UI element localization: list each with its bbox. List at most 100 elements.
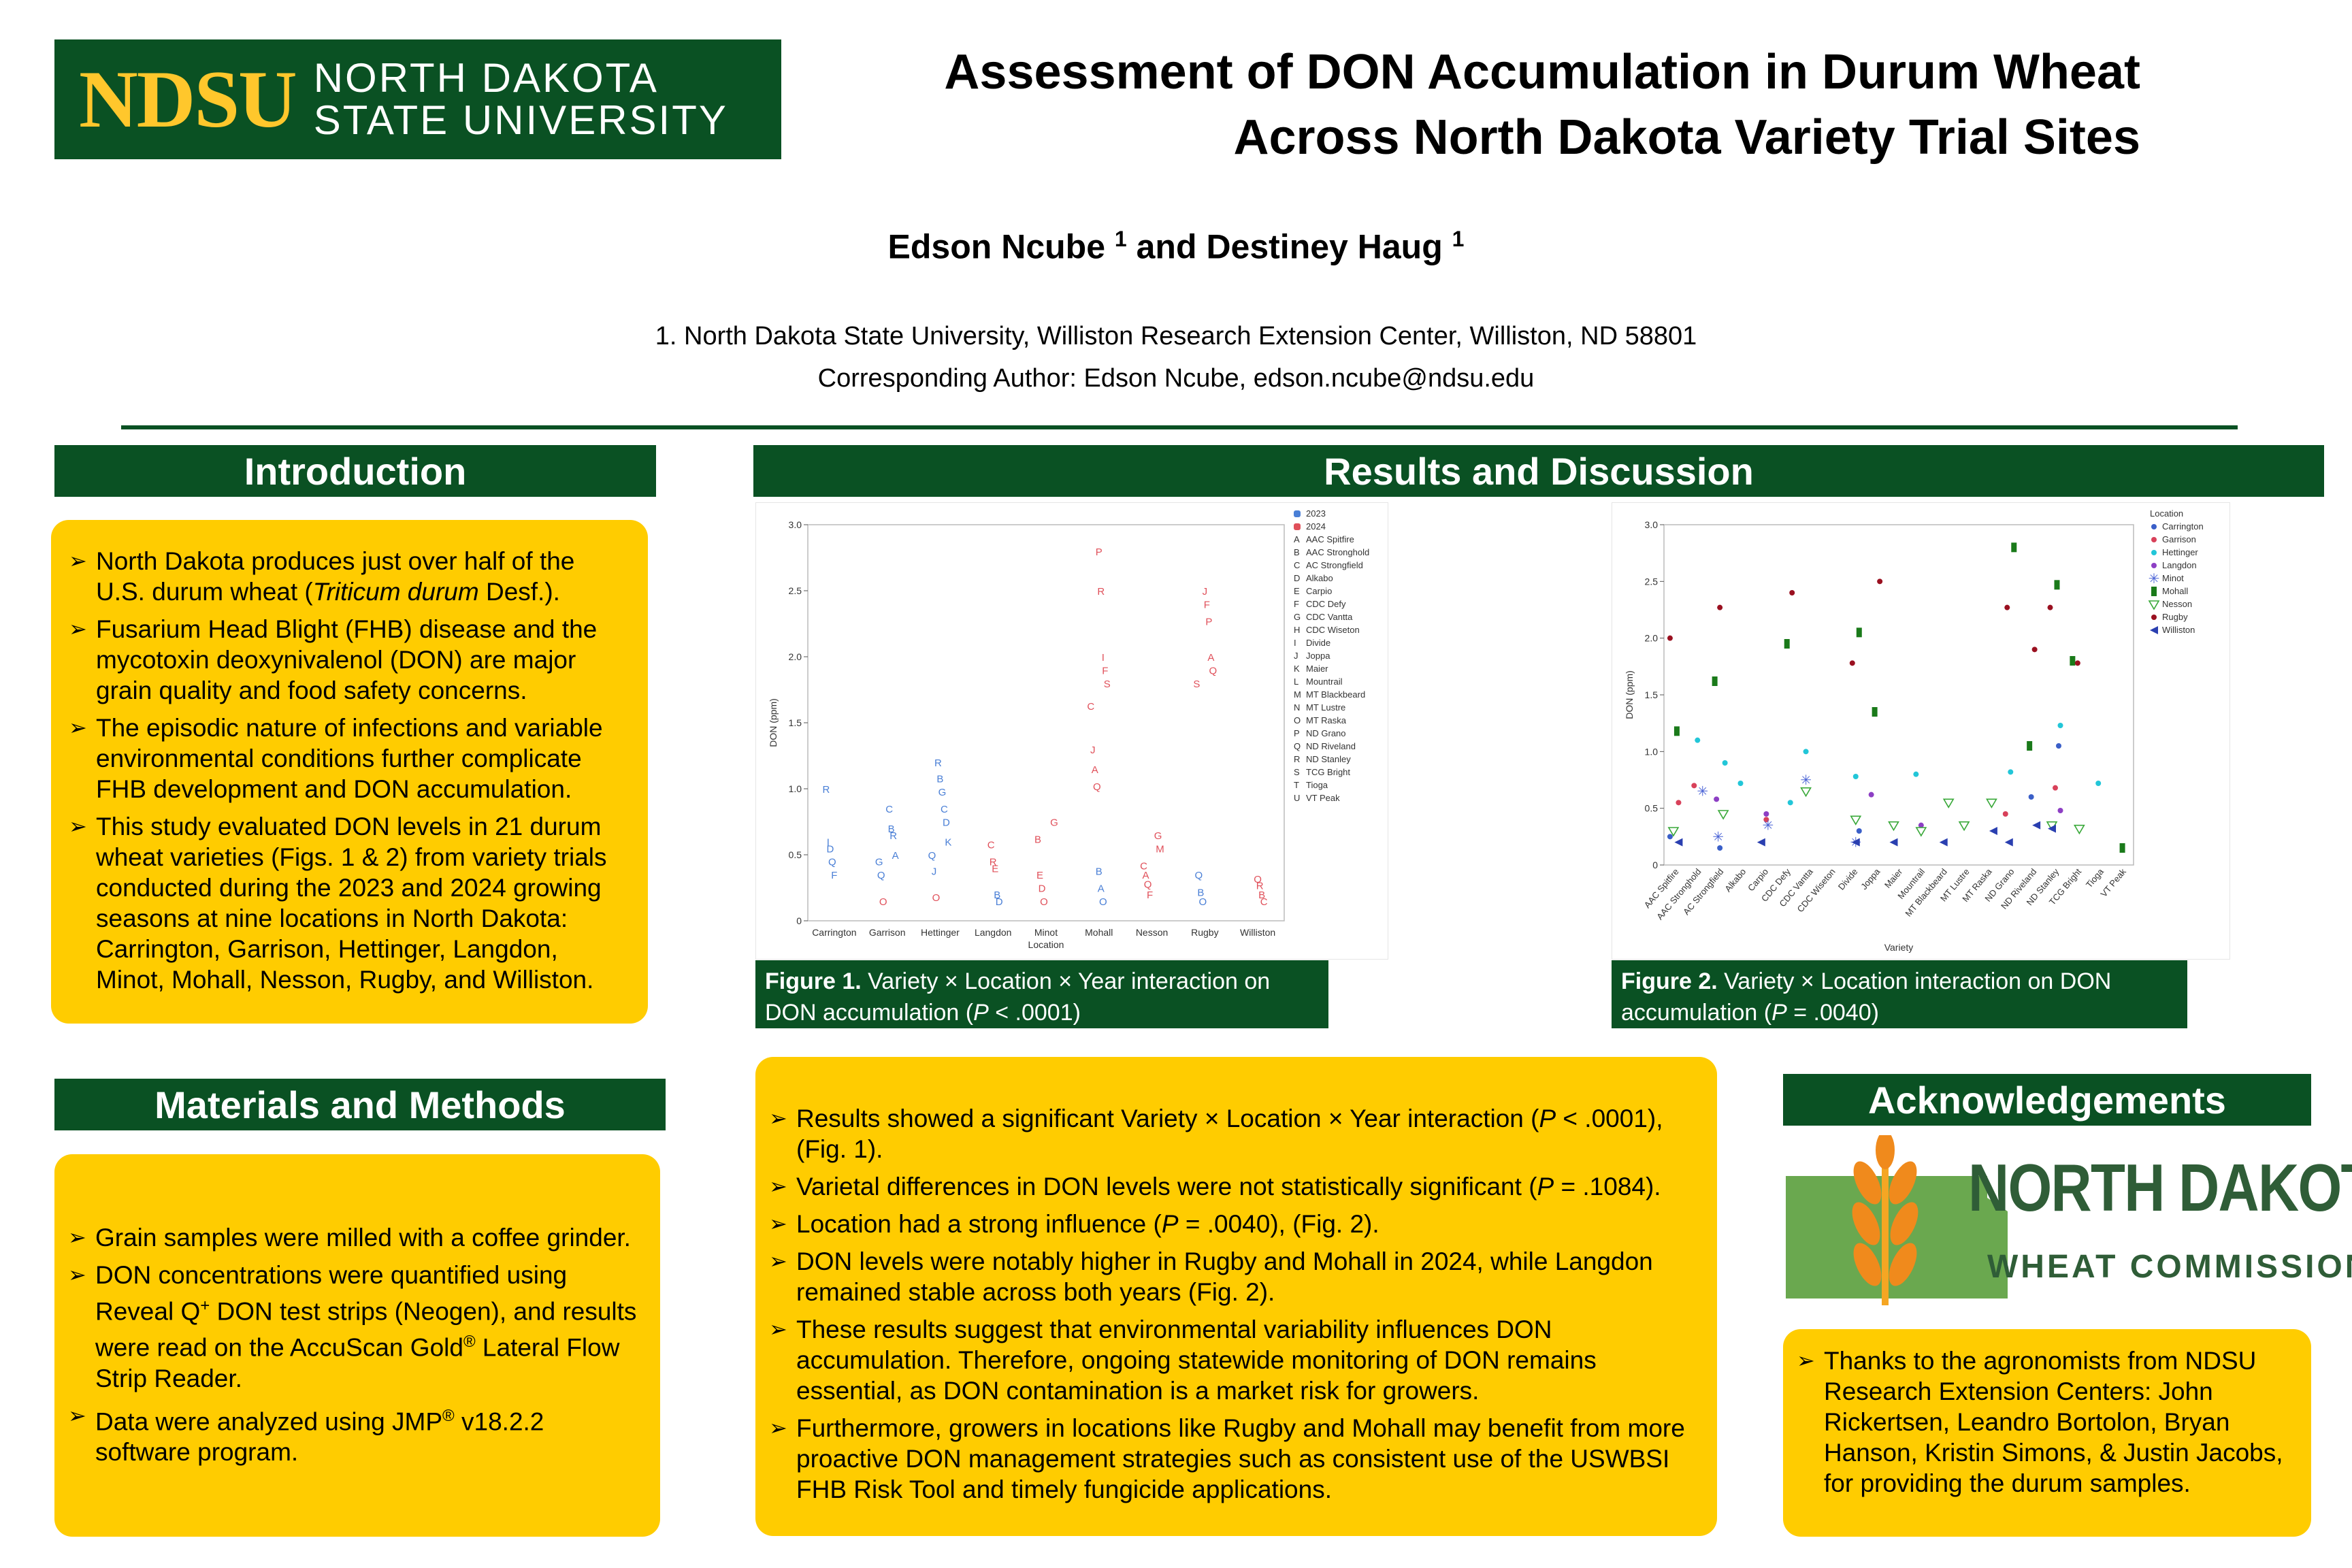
data-point: R bbox=[889, 830, 897, 842]
data-point bbox=[1714, 796, 1720, 802]
data-point bbox=[1849, 660, 1855, 666]
legend-code: F bbox=[1294, 599, 1299, 609]
y-tick-label: 0.5 bbox=[1645, 803, 1659, 814]
data-point bbox=[2057, 808, 2063, 813]
data-point: S bbox=[1193, 679, 1200, 690]
x-tick-label: AC Strongfield bbox=[1681, 866, 1725, 917]
intro-bullet: Fusarium Head Blight (FHB) disease and t… bbox=[69, 614, 627, 706]
data-point bbox=[2047, 604, 2053, 610]
legend-label: AAC Stronghold bbox=[1306, 547, 1369, 557]
legend-label: Williston bbox=[2162, 625, 2195, 635]
data-point bbox=[1787, 800, 1793, 806]
data-point: ✳ bbox=[1697, 785, 1708, 800]
data-point: R bbox=[934, 757, 942, 769]
x-tick-label: Rugby bbox=[1191, 927, 1218, 938]
y-axis-label: DON (ppm) bbox=[768, 698, 779, 747]
methods-bullet: DON concentrations were quantified using… bbox=[68, 1260, 640, 1394]
legend-code: E bbox=[1294, 586, 1300, 596]
data-point bbox=[1939, 838, 1948, 847]
data-point bbox=[1915, 827, 1927, 837]
data-point bbox=[2073, 824, 2085, 835]
wheat-commission-line1: NORTH DAKOTA bbox=[1968, 1150, 2352, 1225]
logo-abbr: NDSU bbox=[79, 54, 297, 144]
results-bullet: These results suggest that environmental… bbox=[769, 1314, 1697, 1406]
data-point bbox=[1712, 676, 1718, 686]
results-bullet: Furthermore, growers in locations like R… bbox=[769, 1413, 1697, 1505]
methods-bullet: Grain samples were milled with a coffee … bbox=[68, 1222, 640, 1253]
legend-code: H bbox=[1294, 625, 1300, 635]
data-point: O bbox=[1099, 896, 1107, 908]
data-point: C bbox=[885, 804, 893, 815]
legend-code: M bbox=[1294, 689, 1301, 700]
data-point: K bbox=[945, 837, 951, 849]
data-point bbox=[2151, 537, 2157, 542]
x-tick-label: Minot bbox=[1034, 927, 1058, 938]
legend-code: Q bbox=[1294, 741, 1301, 751]
methods-bullet: Data were analyzed using JMP® v18.2.2 so… bbox=[68, 1401, 640, 1467]
x-tick-label: Garrison bbox=[869, 927, 906, 938]
data-point bbox=[1856, 828, 1862, 834]
figure-2-panel: 0 0.5 1.0 1.5 2.0 2.5 3.0 AAC Spitfire AAC Stron… bbox=[1612, 502, 2230, 960]
author-and: and bbox=[1136, 227, 1197, 266]
data-point bbox=[1803, 749, 1809, 755]
legend-label: ND Stanley bbox=[1306, 754, 1351, 764]
logo-line1: NORTH DAKOTA bbox=[313, 55, 659, 101]
legend-code: K bbox=[1294, 664, 1300, 674]
legend-label: Mohall bbox=[2162, 586, 2188, 596]
introduction-header: Introduction bbox=[54, 445, 656, 497]
title-line2: Across North Dakota Variety Trial Sites bbox=[1233, 110, 2140, 165]
y-tick-label: 0.5 bbox=[789, 849, 802, 860]
author1-sup: 1 bbox=[1114, 227, 1127, 251]
data-point: R bbox=[1097, 586, 1105, 598]
data-point: Q bbox=[1209, 665, 1217, 676]
legend-label: Maier bbox=[1306, 664, 1328, 674]
legend-label: Carpio bbox=[1306, 586, 1332, 596]
y-tick-label: 0 bbox=[1652, 860, 1658, 870]
data-point: Q bbox=[828, 857, 836, 868]
data-point: B bbox=[994, 889, 1000, 901]
data-point: P bbox=[1205, 617, 1212, 628]
data-point: B bbox=[936, 773, 943, 785]
data-point: B bbox=[888, 823, 895, 835]
data-point: B bbox=[1197, 887, 1204, 898]
data-point bbox=[1667, 635, 1673, 641]
x-tick-label: Mohall bbox=[1085, 927, 1113, 938]
data-point bbox=[1852, 774, 1859, 779]
data-point bbox=[1667, 834, 1673, 840]
data-point bbox=[1691, 783, 1697, 789]
data-point: A bbox=[1207, 652, 1214, 664]
data-point: G bbox=[1050, 817, 1058, 829]
data-point bbox=[2151, 550, 2157, 555]
data-point: O bbox=[879, 896, 887, 908]
data-point: O bbox=[1254, 874, 1262, 885]
x-tick-label: Alkabo bbox=[1722, 866, 1748, 894]
legend-code: N bbox=[1294, 702, 1300, 713]
legend-code: I bbox=[1294, 638, 1296, 648]
ack-bullet: Thanks to the agronomists from NDSU Rese… bbox=[1797, 1345, 2295, 1499]
legend-label: Alkabo bbox=[1306, 573, 1333, 583]
y-tick-label: 0 bbox=[796, 915, 802, 926]
y-tick-label: 2.0 bbox=[789, 651, 802, 662]
data-point bbox=[2151, 615, 2157, 620]
plot-area bbox=[1663, 524, 2134, 866]
data-point bbox=[2008, 769, 2014, 775]
results-box: Results showed a significant Variety × L… bbox=[755, 1057, 1717, 1536]
methods-header: Materials and Methods bbox=[54, 1079, 666, 1130]
legend-code: J bbox=[1294, 651, 1298, 661]
y-tick-label: 2.5 bbox=[1645, 576, 1659, 587]
legend-code: P bbox=[1294, 728, 1300, 738]
data-point: A bbox=[892, 850, 899, 862]
data-point bbox=[2004, 604, 2010, 610]
y-tick-label: 1.5 bbox=[789, 717, 802, 728]
y-tick-label: 1.0 bbox=[789, 783, 802, 794]
data-point: ✳ bbox=[1800, 773, 1812, 788]
data-point: A bbox=[1143, 870, 1149, 881]
data-point bbox=[1877, 578, 1883, 585]
x-tick-label: Hettinger bbox=[921, 927, 960, 938]
y-tick-label: 2.5 bbox=[789, 585, 802, 596]
legend-label: MT Lustre bbox=[1306, 702, 1345, 713]
legend-label: Joppa bbox=[1306, 651, 1330, 661]
x-tick-label: Nesson bbox=[1136, 927, 1168, 938]
legend-code: U bbox=[1294, 793, 1300, 803]
y-tick-label: 1.5 bbox=[1645, 689, 1659, 700]
